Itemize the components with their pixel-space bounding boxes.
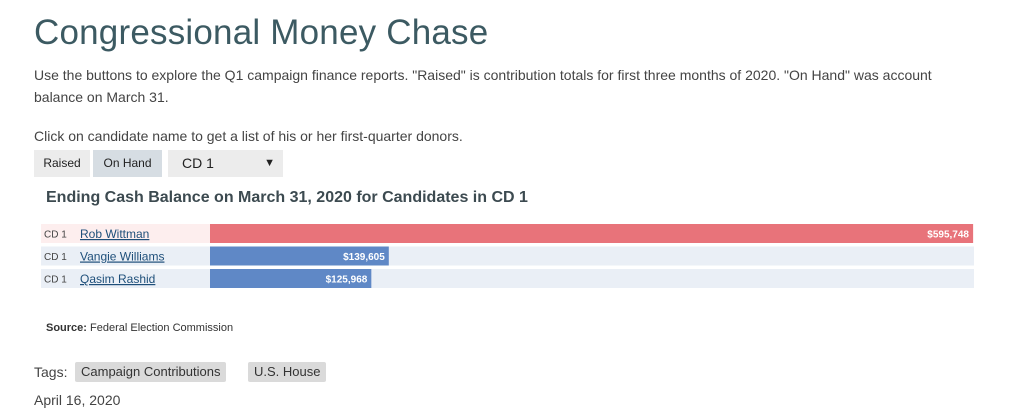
bar	[210, 269, 372, 288]
candidate-link[interactable]: Vangie Williams	[80, 250, 164, 264]
click-instructions: Click on candidate name to get a list of…	[34, 128, 463, 144]
district-label: CD 1	[44, 275, 67, 286]
district-label: CD 1	[44, 252, 67, 263]
bar-value-label: $125,968	[326, 275, 368, 286]
intro-text: Use the buttons to explore the Q1 campai…	[34, 67, 932, 105]
chevron-down-icon: ▼	[264, 157, 275, 169]
source-label: Source:	[46, 322, 87, 334]
chart-title: Ending Cash Balance on March 31, 2020 fo…	[46, 189, 528, 206]
tag-us-house[interactable]: U.S. House	[248, 362, 327, 382]
on-hand-button[interactable]: On Hand	[93, 150, 162, 177]
candidate-link[interactable]: Qasim Rashid	[80, 272, 155, 286]
candidate-link[interactable]: Rob Wittman	[80, 227, 149, 241]
row-background	[41, 269, 974, 288]
bar	[210, 224, 973, 243]
district-label: CD 1	[44, 230, 67, 241]
page-title: Congressional Money Chase	[34, 13, 489, 52]
bar-value-label: $595,748	[927, 230, 969, 241]
source-text: Federal Election Commission	[90, 322, 234, 334]
district-select-value: CD 1	[182, 155, 214, 171]
source-note: Source: Federal Election Commission	[46, 322, 233, 334]
tags-label: Tags:	[34, 364, 68, 380]
tag-campaign-contributions[interactable]: Campaign Contributions	[75, 362, 227, 382]
district-select[interactable]: CD 1 ▼	[168, 150, 283, 177]
row-background	[41, 246, 974, 266]
raised-button[interactable]: Raised	[34, 150, 90, 177]
bar	[210, 246, 389, 266]
publish-date: April 16, 2020	[34, 392, 121, 408]
bar-value-label: $139,605	[343, 252, 385, 263]
